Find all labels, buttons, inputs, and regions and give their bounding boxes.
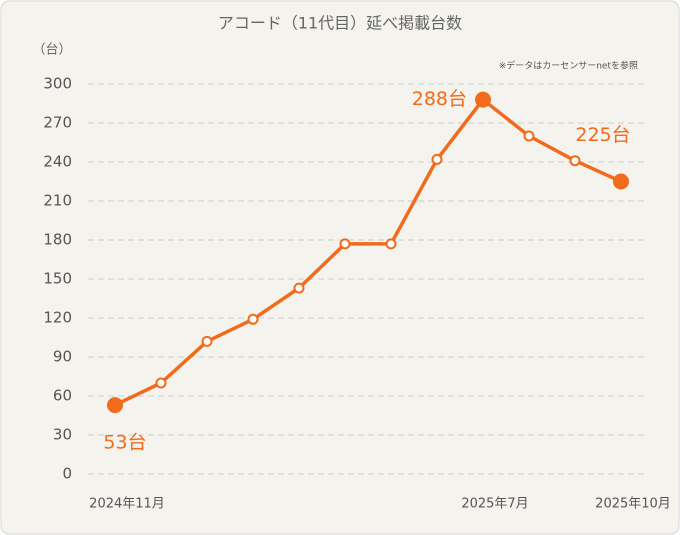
point	[247, 313, 259, 325]
y-axis-label: （台）	[32, 43, 71, 58]
x-tick-label: 2025年10月	[595, 497, 671, 512]
data-label: 288台	[412, 88, 467, 110]
point	[293, 282, 305, 294]
y-tick-label: 0	[62, 465, 72, 483]
y-tick-label: 150	[43, 270, 72, 288]
point	[431, 153, 443, 165]
data-label: 53台	[103, 432, 146, 454]
note: ※データはカーセンサーnetを参照	[499, 60, 638, 72]
point	[339, 238, 351, 250]
x-tick-label: 2025年7月	[461, 497, 528, 512]
point	[475, 91, 491, 108]
y-tick-label: 300	[43, 75, 72, 93]
point	[201, 335, 213, 347]
x-tick-label: 2024年11月	[89, 497, 165, 512]
point	[155, 377, 167, 389]
point	[569, 155, 581, 167]
data-label: 225台	[575, 124, 630, 146]
y-tick-label: 210	[43, 192, 72, 210]
y-tick-label: 30	[53, 426, 72, 444]
y-tick-label: 60	[53, 387, 72, 405]
y-tick-label: 240	[43, 153, 72, 171]
line	[114, 97, 622, 407]
y-tick-label: 180	[43, 231, 72, 249]
y-tick-label: 90	[53, 348, 72, 366]
point	[385, 238, 397, 250]
chart-title: アコード（11代目）延べ掲載台数	[218, 14, 462, 33]
y-tick-label: 120	[43, 309, 72, 327]
y-tick-label: 270	[43, 114, 72, 132]
point	[613, 173, 629, 190]
point	[107, 397, 123, 414]
point	[523, 130, 535, 142]
